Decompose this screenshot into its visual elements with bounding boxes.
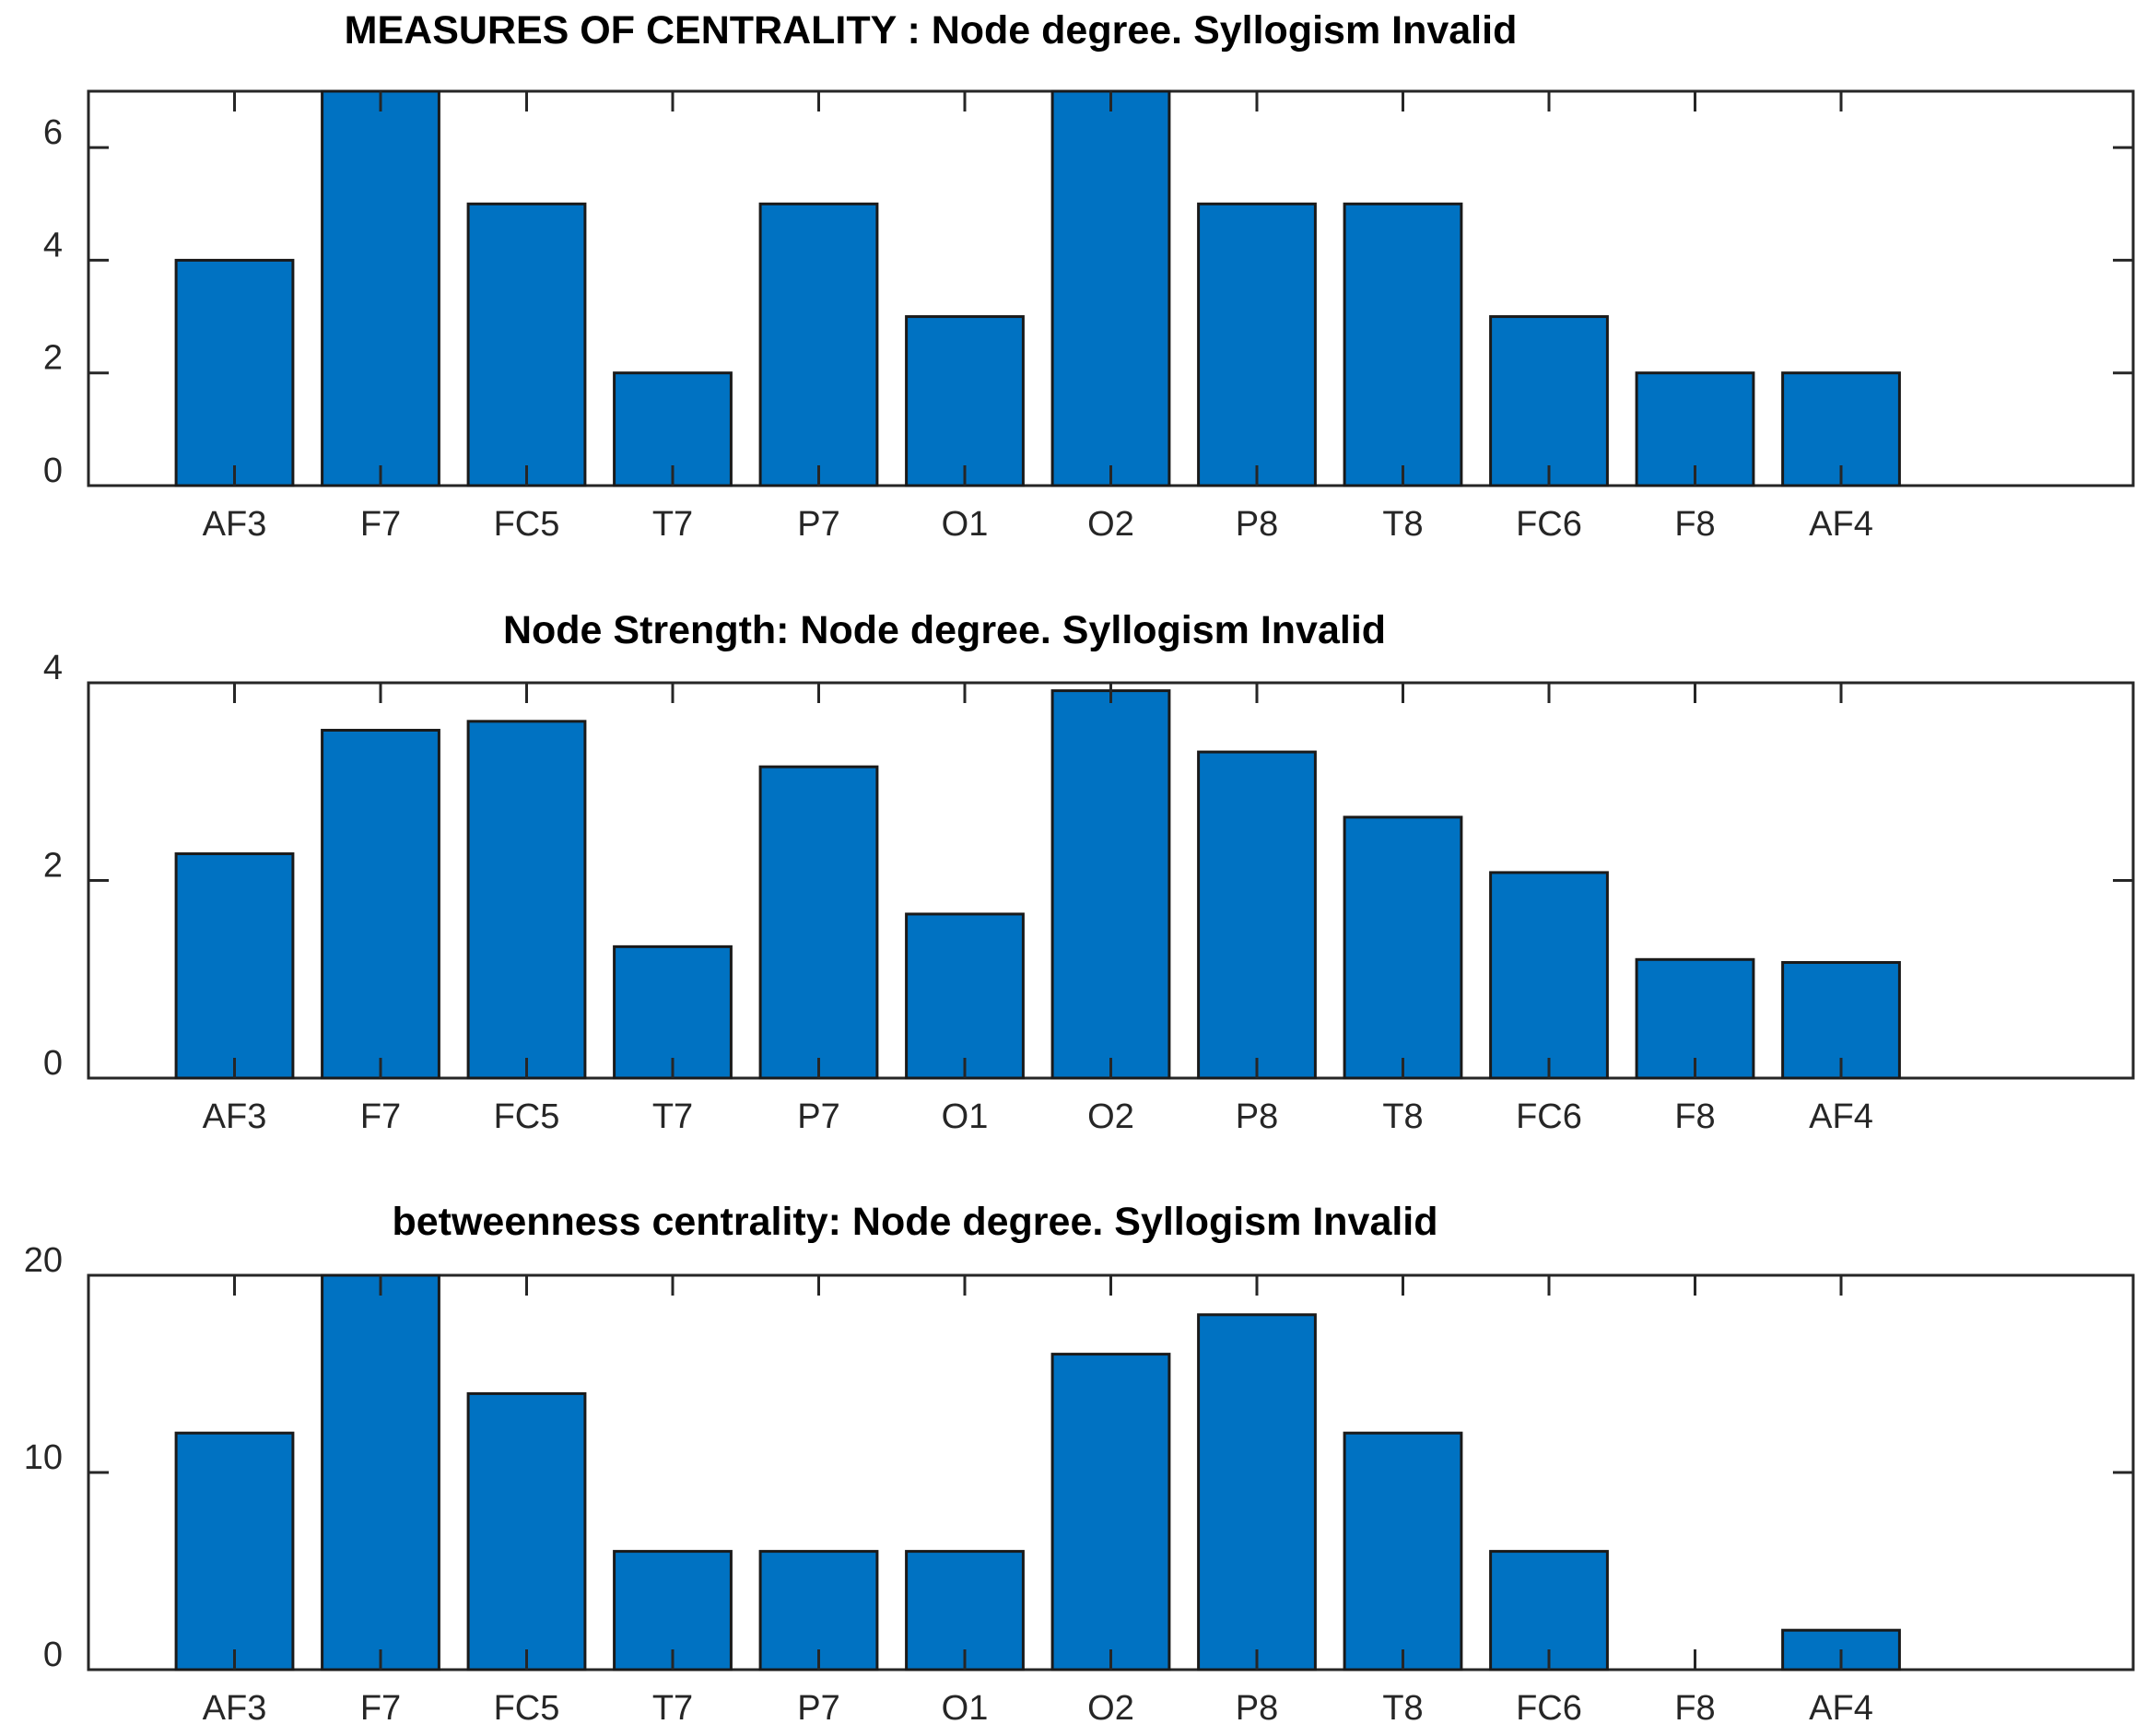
bar-f7	[321, 728, 440, 1080]
bar-o2	[1050, 689, 1171, 1080]
tick-group	[88, 91, 2133, 487]
x-tick-label: F8	[1674, 1097, 1715, 1136]
bar-o2	[1050, 1353, 1171, 1671]
x-tick-label: T7	[652, 505, 693, 544]
bar-t8	[1343, 202, 1463, 487]
x-tick-label: O1	[942, 505, 989, 544]
x-tick-label: O1	[942, 1097, 989, 1136]
x-tick-label: T8	[1382, 1097, 1423, 1136]
bar-af3	[174, 1431, 295, 1671]
bar-group	[174, 689, 1901, 1080]
x-tick-label: AF3	[203, 1097, 267, 1136]
x-tick-label: FC6	[1516, 505, 1582, 544]
bar-p8	[1197, 750, 1317, 1080]
x-tick-label: P8	[1236, 505, 1278, 544]
bar-f7	[321, 1273, 440, 1671]
bar-group	[174, 89, 1901, 487]
bar-p8	[1197, 202, 1317, 487]
bar-group	[174, 1273, 1901, 1671]
x-tick-label: O2	[1087, 1097, 1134, 1136]
bar-o1	[905, 912, 1025, 1080]
x-tick-label: AF4	[1809, 505, 1873, 544]
x-tick-label: T8	[1382, 1689, 1423, 1728]
panel-betweenness-centrality: betweenness centrality: Node degree. Syl…	[24, 1200, 2135, 1728]
y-tick-label: 2	[43, 339, 63, 378]
y-tick-labels: 0 2 4 6	[43, 113, 63, 490]
x-tick-label: F7	[360, 1097, 401, 1136]
x-tick-labels: AF3 F7 FC5 T7 P7 O1 O2 P8 T8 FC6 F8 AF4	[203, 505, 1873, 544]
x-tick-label: P7	[797, 1097, 839, 1136]
x-tick-label: FC5	[494, 1097, 560, 1136]
bar-fc5	[466, 720, 587, 1080]
y-tick-label: 0	[43, 1044, 63, 1083]
bar-fc6	[1489, 871, 1609, 1080]
x-tick-label: P7	[797, 1689, 839, 1728]
tick-group	[88, 1273, 2133, 1671]
x-tick-label: FC5	[494, 505, 560, 544]
x-tick-label: P8	[1236, 1689, 1278, 1728]
tick-group	[88, 681, 2133, 1080]
bar-p8	[1197, 1313, 1317, 1671]
x-tick-label: FC6	[1516, 1689, 1582, 1728]
chart-title: Node Strength: Node degree. Syllogism In…	[503, 608, 1386, 652]
bar-af3	[174, 258, 295, 487]
bar-p7	[758, 765, 879, 1080]
y-tick-label: 6	[43, 113, 63, 152]
y-tick-labels: 0 10 20	[24, 1241, 63, 1674]
x-tick-labels: AF3 F7 FC5 T7 P7 O1 O2 P8 T8 FC6 F8 AF4	[203, 1689, 1873, 1728]
y-tick-labels: 0 2 4	[43, 649, 63, 1083]
x-tick-label: P7	[797, 505, 839, 544]
bar-p7	[758, 202, 879, 487]
bar-o1	[905, 315, 1025, 487]
x-tick-label: T8	[1382, 505, 1423, 544]
x-tick-label: AF3	[203, 505, 267, 544]
y-tick-label: 20	[24, 1241, 63, 1280]
x-tick-label: AF4	[1809, 1097, 1873, 1136]
x-tick-label: O2	[1087, 505, 1134, 544]
bar-t8	[1343, 815, 1463, 1080]
chart-title: MEASURES OF CENTRALITY : Node degree. Sy…	[345, 8, 1518, 53]
x-tick-label: FC6	[1516, 1097, 1582, 1136]
x-tick-label: P8	[1236, 1097, 1278, 1136]
bar-fc5	[466, 1391, 587, 1671]
bar-fc6	[1489, 315, 1609, 487]
y-tick-label: 0	[43, 452, 63, 490]
x-tick-label: T7	[652, 1689, 693, 1728]
y-tick-label: 0	[43, 1636, 63, 1674]
y-tick-label: 10	[24, 1438, 63, 1477]
x-tick-label: AF3	[203, 1689, 267, 1728]
bar-f7	[321, 89, 440, 487]
bar-fc5	[466, 202, 587, 487]
x-tick-label: O1	[942, 1689, 989, 1728]
bar-o2	[1050, 89, 1171, 487]
x-tick-label: F8	[1674, 1689, 1715, 1728]
y-tick-label: 4	[43, 226, 63, 264]
y-tick-label: 4	[43, 649, 63, 687]
panel-node-degree: MEASURES OF CENTRALITY : Node degree. Sy…	[43, 8, 2135, 544]
bar-af3	[174, 852, 295, 1080]
y-tick-label: 2	[43, 847, 63, 886]
x-tick-label: T7	[652, 1097, 693, 1136]
x-tick-label: AF4	[1809, 1689, 1873, 1728]
panel-node-strength: Node Strength: Node degree. Syllogism In…	[43, 608, 2135, 1136]
x-tick-label: F7	[360, 505, 401, 544]
x-tick-label: F7	[360, 1689, 401, 1728]
x-tick-label: F8	[1674, 505, 1715, 544]
x-tick-label: FC5	[494, 1689, 560, 1728]
chart-title: betweenness centrality: Node degree. Syl…	[392, 1200, 1437, 1244]
x-tick-labels: AF3 F7 FC5 T7 P7 O1 O2 P8 T8 FC6 F8 AF4	[203, 1097, 1873, 1136]
bar-t8	[1343, 1431, 1463, 1671]
x-tick-label: O2	[1087, 1689, 1134, 1728]
